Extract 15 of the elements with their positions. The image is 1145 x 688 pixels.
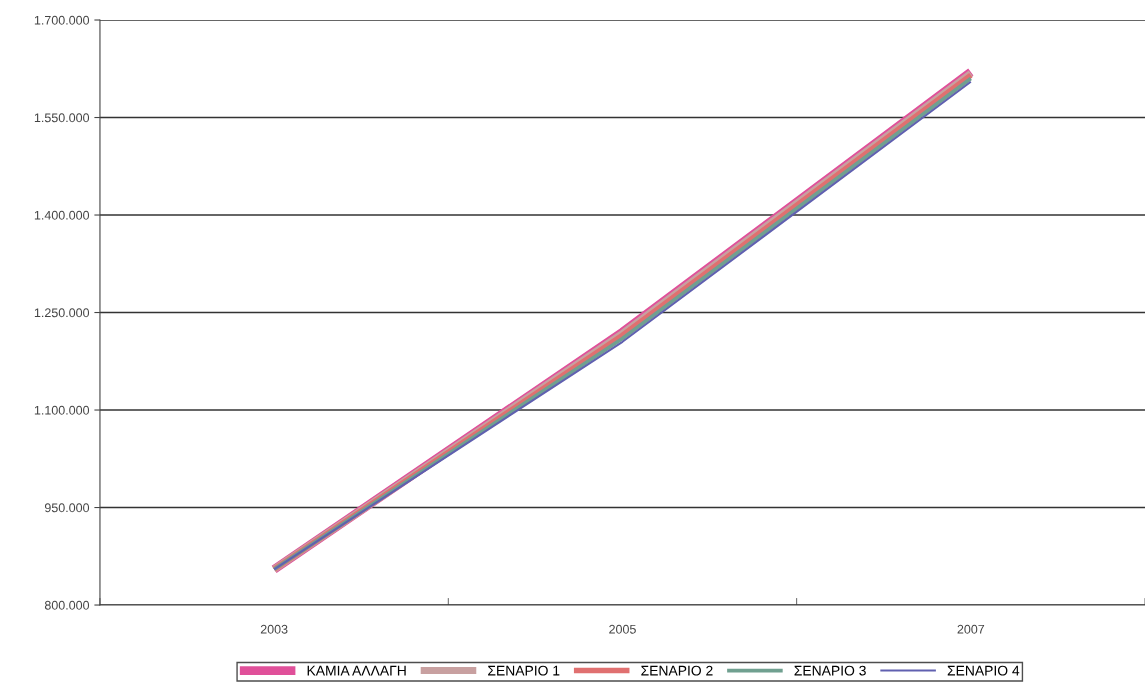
x-tick-label: 2007 [957, 624, 985, 634]
y-tick-label: 1.400.000 [34, 210, 90, 220]
y-tick-label: 1.100.000 [34, 405, 90, 415]
y-tick-label: 950.000 [44, 503, 90, 513]
x-tick-label: 2003 [260, 624, 288, 634]
legend-label: ΣΕΝΑΡΙΟ 1 [488, 665, 560, 676]
y-tick-label: 1.250.000 [34, 308, 90, 318]
y-tick-label: 1.700.000 [34, 15, 90, 25]
legend-label: ΣΕΝΑΡΙΟ 2 [641, 665, 713, 676]
x-tick-label: 2005 [609, 624, 636, 634]
legend-label: ΣΕΝΑΡΙΟ 4 [947, 665, 1020, 676]
legend-label: ΚΑΜΙΑ ΑΛΛΑΓΗ [307, 665, 406, 676]
y-tick-label: 1.550.000 [34, 113, 90, 123]
legend-label: ΣΕΝΑΡΙΟ 3 [794, 665, 866, 676]
y-tick-label: 800.000 [44, 600, 90, 610]
